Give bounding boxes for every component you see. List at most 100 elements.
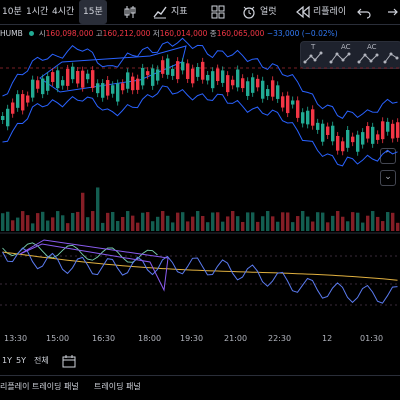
candle-body [276, 85, 280, 99]
scroll-up-button[interactable]: ⌃ [380, 148, 396, 164]
volume-bar [176, 212, 180, 231]
candle-body [221, 70, 225, 83]
candle-body [366, 126, 370, 139]
candles-icon[interactable] [122, 4, 138, 20]
candle-body [61, 80, 65, 86]
volume-bar [331, 215, 335, 231]
upper-band-line [2, 37, 398, 119]
scroll-down-button[interactable]: ⌄ [380, 170, 396, 186]
candle-body [91, 70, 95, 88]
tool-ac-1-label[interactable]: AC [341, 43, 351, 51]
volume-bar [36, 213, 40, 231]
volume-bar [236, 216, 240, 231]
volume-bar [241, 221, 245, 231]
candle-body [16, 94, 20, 108]
range-all[interactable]: 전체 [34, 356, 49, 365]
candle-body [211, 71, 215, 89]
volume-bar [356, 212, 360, 231]
timeframe-1h[interactable]: 1시간 [26, 7, 49, 17]
candle-body [11, 102, 15, 114]
candle-body [271, 80, 275, 97]
candle-body [41, 78, 45, 95]
candle-body [51, 72, 55, 82]
volume-bar [306, 216, 310, 231]
volume-bar [366, 215, 370, 231]
time-tick-label: 16:30 [92, 334, 116, 343]
candle-body [256, 78, 260, 88]
chart-indicator-icon[interactable] [152, 4, 168, 20]
volume-bar [216, 212, 220, 231]
volume-bar [126, 211, 130, 231]
time-tick-label: 12 [322, 334, 333, 343]
volume-bar [281, 212, 285, 231]
candle-body [66, 68, 70, 86]
alert-button[interactable]: 얼럿 [260, 7, 277, 17]
volume-bar [396, 222, 400, 231]
candle-body [86, 73, 90, 80]
timeframe-10m[interactable]: 10분 [2, 7, 22, 17]
range-5y[interactable]: 5Y [16, 356, 26, 365]
volume-bar [91, 211, 95, 231]
candle-body [306, 110, 310, 125]
oscillator-signal-line [2, 251, 398, 281]
volume-bar [261, 216, 265, 231]
alarm-icon[interactable] [241, 4, 257, 20]
candle-body [316, 122, 320, 130]
volume-bar [86, 217, 90, 231]
candle-body [206, 74, 210, 81]
volume-bar [151, 221, 155, 231]
volume-bar [296, 216, 300, 231]
volume-bar [136, 222, 140, 231]
volume-bar [361, 222, 365, 231]
timeframe-4h[interactable]: 4시간 [52, 7, 75, 17]
volume-bar [351, 212, 355, 231]
text-tool-label[interactable]: T [311, 43, 316, 51]
indicator-pattern-icons[interactable] [301, 42, 400, 68]
candle-body [21, 94, 25, 111]
candle-body [106, 80, 110, 96]
candle-body [386, 121, 390, 132]
trading-panel-tab[interactable]: 트레이딩 패널 [94, 382, 141, 391]
candle-body [291, 100, 295, 105]
range-1y[interactable]: 1Y [2, 356, 12, 365]
candle-body [261, 80, 265, 99]
volume-bar [81, 192, 85, 231]
candle-body [251, 77, 255, 93]
volume-bar [166, 215, 170, 231]
candle-body [301, 112, 305, 124]
volume-bar [101, 222, 105, 231]
layout-grid-icon[interactable] [210, 4, 226, 20]
time-tick-label: 21:00 [224, 334, 248, 343]
redo-icon[interactable] [383, 4, 399, 20]
candle-body [176, 61, 180, 80]
candle-body [356, 134, 360, 152]
candle-body [331, 125, 335, 142]
volume-bar [321, 212, 325, 231]
volume-bar [266, 211, 270, 231]
replay-icon[interactable] [295, 4, 311, 20]
timeframe-15m[interactable]: 15분 [79, 0, 107, 24]
high-value: 160,212,000 [102, 29, 151, 38]
replay-button[interactable]: 리플레이 [313, 7, 347, 17]
volume-bar [26, 215, 30, 231]
candle-body [321, 123, 325, 142]
ohlc-legend: HUMB 시160,098,000 고160,212,000 저160,014,0… [0, 27, 338, 41]
volume-bar [11, 220, 15, 231]
candle-body [391, 123, 395, 139]
candle-body [71, 66, 75, 80]
candle-body [381, 121, 385, 140]
channel-drawing [39, 45, 187, 93]
candle-body [26, 95, 30, 103]
candle-body [96, 83, 100, 94]
replay-trading-panel-tab[interactable]: 리플레이 트레이딩 패널 [0, 382, 79, 391]
candle-body [286, 95, 290, 114]
calendar-range-icon[interactable] [62, 354, 76, 368]
price-chart[interactable] [0, 0, 400, 334]
undo-icon[interactable] [356, 4, 372, 20]
volume-bar [341, 216, 345, 231]
indicator-button[interactable]: 지표 [171, 7, 188, 17]
candle-body [161, 60, 165, 74]
candle-body [376, 134, 380, 140]
volume-bar [146, 212, 150, 231]
tool-ac-2-label[interactable]: AC [367, 43, 377, 51]
